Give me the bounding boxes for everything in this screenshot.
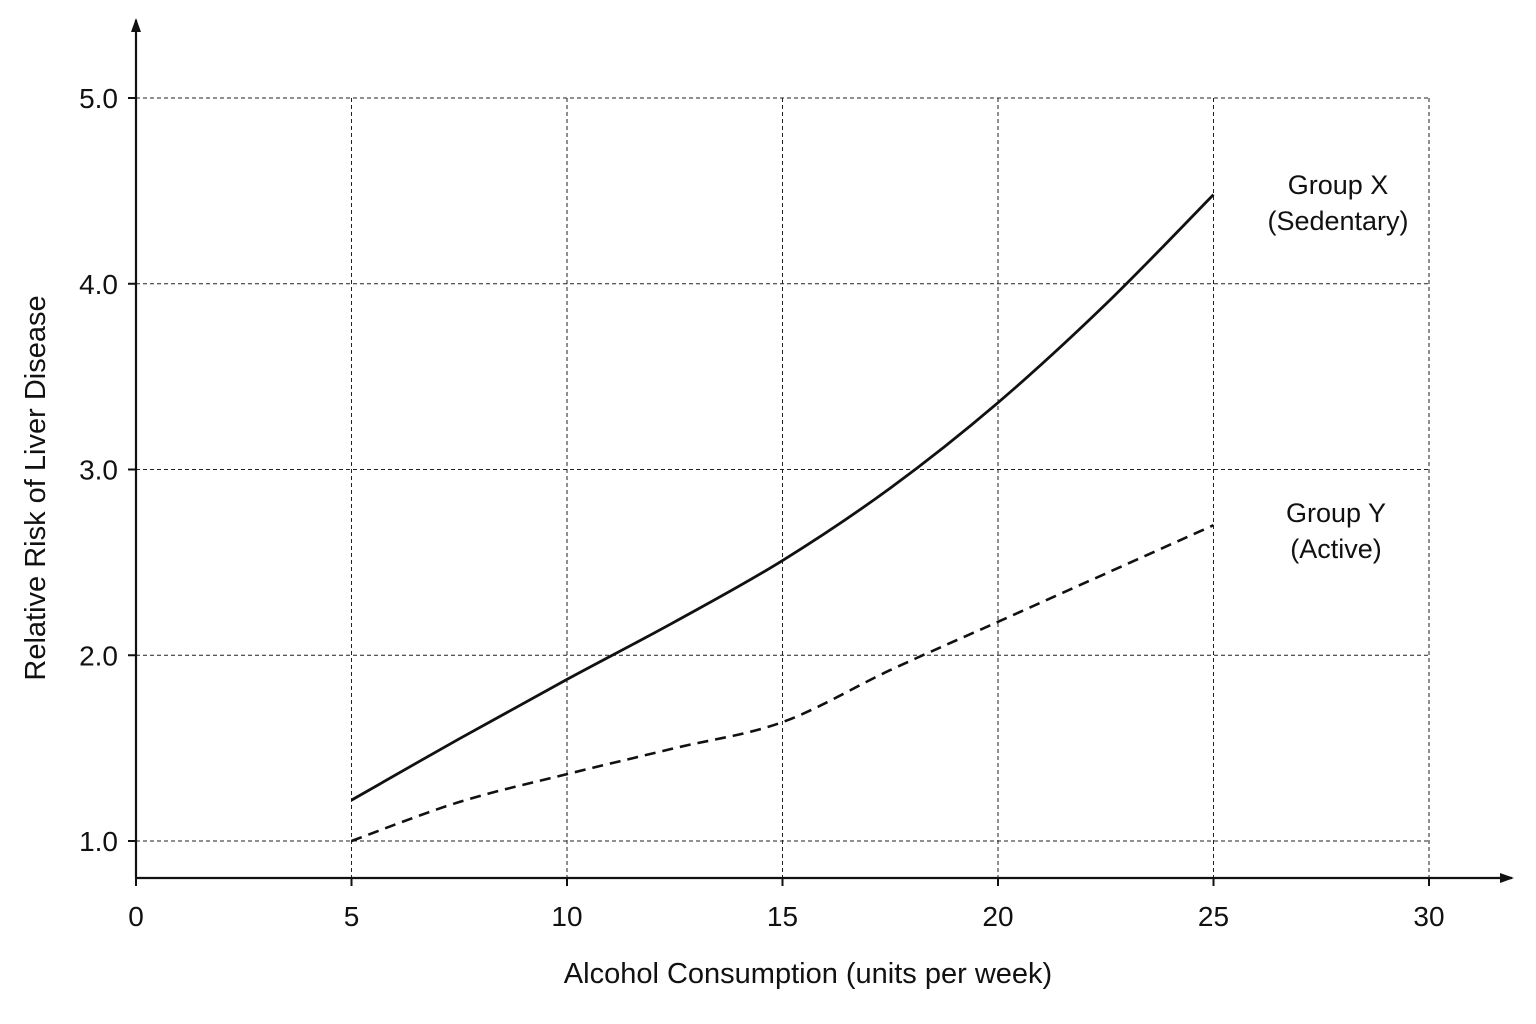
series-label: Group Y <box>1286 498 1386 528</box>
y-tick-label: 3.0 <box>79 455 118 486</box>
y-tick-label: 2.0 <box>79 640 118 671</box>
series-label: (Sedentary) <box>1267 206 1408 236</box>
x-tick-label: 10 <box>551 901 582 932</box>
x-tick-label: 15 <box>767 901 798 932</box>
x-tick-label: 5 <box>344 901 360 932</box>
series-label: (Active) <box>1290 534 1382 564</box>
x-tick-label: 0 <box>128 901 144 932</box>
y-axis-title: Relative Risk of Liver Disease <box>20 295 52 680</box>
series-label: Group X <box>1288 170 1389 200</box>
y-tick-label: 1.0 <box>79 826 118 857</box>
x-axis-title: Alcohol Consumption (units per week) <box>564 958 1052 990</box>
grid <box>136 97 1430 878</box>
x-tick-label: 20 <box>982 901 1013 932</box>
x-tick-label: 25 <box>1198 901 1229 932</box>
series <box>350 193 1215 843</box>
series-labels: Group X (Sedentary) Group Y (Active) <box>1267 170 1408 564</box>
ticks: 0 5 10 15 20 25 30 1.0 2.0 3.0 4.0 5.0 <box>79 83 1445 932</box>
series-line-group-x <box>350 193 1215 802</box>
axes <box>131 18 1514 883</box>
x-tick-label: 30 <box>1413 901 1444 932</box>
series-line-group-y <box>351 524 1215 843</box>
y-tick-label: 5.0 <box>79 83 118 114</box>
y-tick-label: 4.0 <box>79 269 118 300</box>
